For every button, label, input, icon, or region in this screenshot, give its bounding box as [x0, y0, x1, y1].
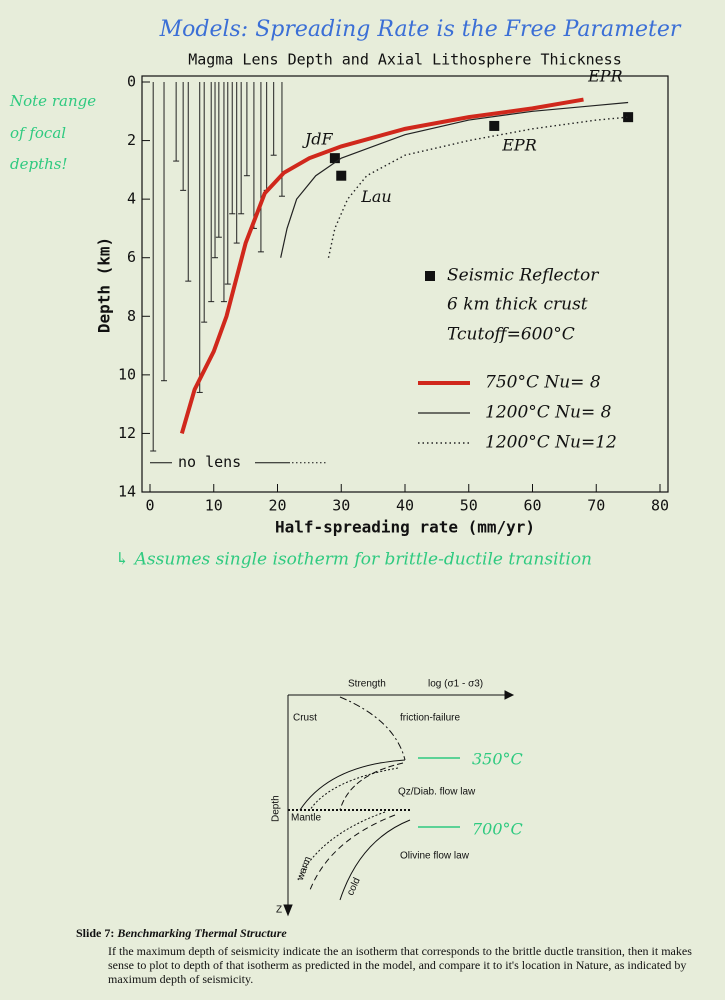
y-tick-label: 14 [118, 483, 136, 501]
flow-curve [299, 759, 406, 811]
x-axis-label: Half-spreading rate (mm/yr) [275, 518, 535, 537]
arrow [283, 904, 293, 917]
marker [623, 112, 634, 123]
x-tick-label: 70 [587, 497, 605, 515]
y-tick-label: 8 [127, 307, 136, 325]
point-label: EPR [587, 67, 623, 86]
x-tick-label: 30 [332, 497, 350, 515]
flow-curve [339, 762, 404, 811]
x-tick-label: 40 [396, 497, 414, 515]
legend-marker [425, 271, 435, 281]
y-tick-label: 0 [127, 73, 136, 91]
marker [329, 153, 340, 164]
series-line [179, 97, 584, 434]
label: Strength [348, 679, 386, 690]
point-label: Lau [360, 187, 391, 206]
x-tick-label: 50 [460, 497, 478, 515]
isotherm-note: ↳ Assumes single isotherm for brittle-du… [115, 550, 592, 570]
point-label: JdF [302, 130, 334, 149]
label: cold [345, 876, 363, 897]
x-tick-label: 10 [205, 497, 223, 515]
olivine-curve [309, 814, 396, 891]
y-axis-label: Depth (km) [95, 237, 114, 333]
caption-text: If the maximum depth of seismicity indic… [108, 944, 692, 986]
y-tick-label: 10 [118, 365, 136, 383]
label: Crust [293, 713, 317, 724]
focal-note: of focal [10, 124, 66, 142]
no-lens-label: no lens [178, 453, 241, 471]
x-tick-label: 80 [651, 497, 669, 515]
y-tick-label: 2 [127, 131, 136, 149]
label: log (σ1 - σ3) [428, 679, 483, 690]
pointer [418, 757, 460, 828]
marker [336, 170, 347, 181]
legend-label: Seismic Reflector [447, 266, 599, 286]
point-label: EPR [501, 135, 537, 154]
x-tick-label: 0 [145, 497, 154, 515]
focal-note: Note range [9, 92, 96, 110]
caption-title: Benchmarking Thermal Structure [117, 926, 287, 940]
legend-note: Tcutoff=600°C [447, 325, 575, 345]
legend-label: 1200°C Nu=12 [485, 433, 617, 453]
label: 700°C [472, 820, 523, 839]
legend-label: 750°C Nu= 8 [485, 373, 601, 393]
strength-diagram [283, 690, 515, 917]
label: Qz/Diab. flow law [398, 787, 476, 798]
legend-note: 6 km thick crust [447, 295, 588, 315]
caption: Slide 7: Benchmarking Thermal Structure … [76, 926, 716, 986]
marker [489, 120, 500, 131]
caption-label: Slide 7: [76, 926, 115, 940]
label: Mantle [291, 813, 321, 824]
y-tick-label: 6 [127, 248, 136, 266]
y-tick-label: 4 [127, 190, 136, 208]
olivine-curve [297, 811, 386, 881]
olivine-curve [339, 819, 411, 901]
friction-curve [339, 696, 406, 761]
arrow [504, 690, 515, 700]
label: Depth [271, 795, 282, 822]
x-tick-label: 60 [523, 497, 541, 515]
label: friction-failure [400, 713, 460, 724]
series-line [280, 101, 629, 258]
y-tick-label: 12 [118, 424, 136, 442]
legend-label: 1200°C Nu= 8 [485, 403, 612, 423]
x-tick-label: 20 [268, 497, 286, 515]
chart-title: Magma Lens Depth and Axial Lithosphere T… [188, 51, 621, 69]
label: Olivine flow law [400, 851, 470, 862]
series-line [327, 116, 629, 258]
label: 350°C [472, 750, 523, 769]
label: Z [276, 905, 282, 916]
label: warm [295, 855, 314, 883]
flow-curve [309, 767, 399, 811]
header-note: Models: Spreading Rate is the Free Param… [159, 17, 682, 42]
focal-note: depths! [10, 155, 68, 173]
